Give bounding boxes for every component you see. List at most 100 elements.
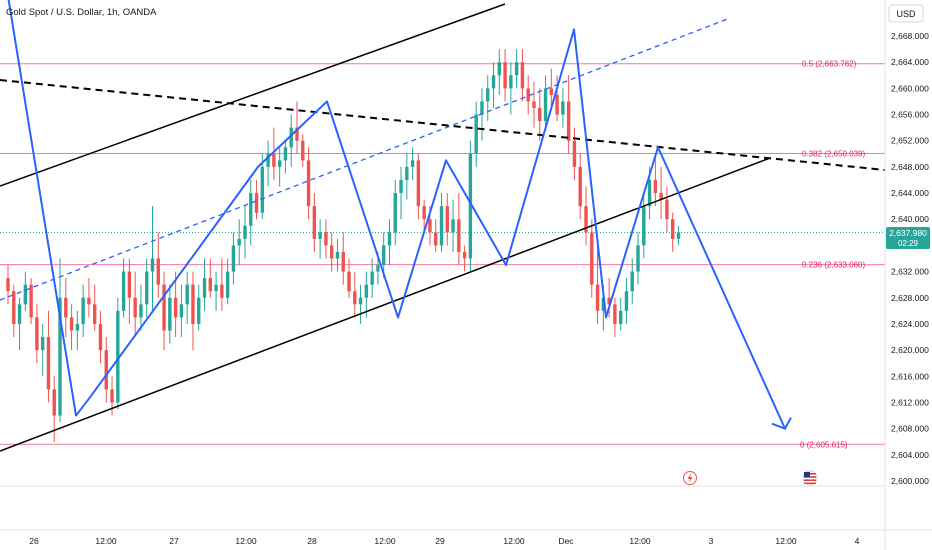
- candle-body[interactable]: [468, 153, 473, 259]
- candle-body[interactable]: [12, 291, 16, 324]
- candle-body[interactable]: [445, 206, 449, 233]
- candle-body[interactable]: [93, 304, 97, 324]
- candle-body[interactable]: [474, 114, 478, 154]
- candle-body[interactable]: [17, 304, 22, 324]
- candle-body[interactable]: [642, 206, 646, 246]
- candle-body[interactable]: [139, 304, 143, 318]
- candle-body[interactable]: [58, 297, 62, 416]
- candle-body[interactable]: [624, 291, 629, 311]
- candle-body[interactable]: [312, 206, 317, 239]
- candle-body[interactable]: [191, 284, 195, 324]
- candle-body[interactable]: [162, 284, 166, 331]
- candle-body[interactable]: [266, 153, 270, 167]
- candle-body[interactable]: [520, 62, 525, 89]
- candle-body[interactable]: [197, 297, 201, 324]
- candle-body[interactable]: [116, 310, 120, 403]
- candle-body[interactable]: [249, 193, 253, 226]
- candle-body[interactable]: [480, 101, 484, 115]
- candle-body[interactable]: [104, 350, 108, 390]
- candle-body[interactable]: [676, 232, 681, 239]
- candle-body[interactable]: [387, 232, 392, 246]
- candle-body[interactable]: [370, 271, 374, 285]
- candle-body[interactable]: [584, 206, 588, 233]
- candle-body[interactable]: [52, 389, 56, 416]
- candle-body[interactable]: [87, 297, 91, 305]
- candle-body[interactable]: [110, 389, 114, 403]
- candle-body[interactable]: [538, 107, 542, 122]
- candle-body[interactable]: [630, 271, 634, 292]
- candle-body[interactable]: [231, 245, 236, 272]
- candle-body[interactable]: [173, 297, 178, 318]
- candle-body[interactable]: [399, 179, 403, 194]
- candle-body[interactable]: [358, 297, 363, 305]
- dashed-blue-trendline[interactable]: [0, 17, 731, 301]
- candle-body[interactable]: [543, 88, 548, 122]
- candle-body[interactable]: [301, 140, 305, 161]
- candles[interactable]: [6, 49, 681, 442]
- candle-body[interactable]: [618, 310, 623, 324]
- candle-body[interactable]: [549, 88, 554, 95]
- candle-body[interactable]: [561, 101, 565, 115]
- candle-body[interactable]: [439, 206, 444, 246]
- candle-body[interactable]: [462, 251, 467, 259]
- zigzag-projection-path[interactable]: [6, 0, 786, 430]
- candle-body[interactable]: [260, 166, 265, 213]
- lower-channel-line[interactable]: [0, 157, 771, 452]
- candle-body[interactable]: [653, 179, 658, 194]
- candle-body[interactable]: [497, 62, 501, 76]
- candle-body[interactable]: [272, 153, 276, 167]
- candle-body[interactable]: [491, 75, 496, 89]
- candle-body[interactable]: [410, 160, 415, 167]
- candle-body[interactable]: [145, 271, 149, 305]
- candle-body[interactable]: [601, 297, 606, 311]
- candle-body[interactable]: [214, 284, 218, 292]
- lightning-icon[interactable]: [683, 471, 697, 485]
- candle-body[interactable]: [451, 219, 455, 233]
- candle-body[interactable]: [434, 232, 438, 246]
- candle-body[interactable]: [613, 304, 617, 324]
- candle-body[interactable]: [243, 225, 247, 239]
- descending-dashed-line[interactable]: [0, 79, 886, 171]
- currency-button[interactable]: USD: [888, 4, 924, 23]
- candle-body[interactable]: [578, 166, 582, 207]
- candle-body[interactable]: [659, 193, 663, 200]
- candle-body[interactable]: [566, 101, 571, 141]
- candle-body[interactable]: [514, 62, 519, 76]
- candle-body[interactable]: [208, 278, 212, 292]
- candle-body[interactable]: [335, 251, 340, 259]
- candle-body[interactable]: [237, 238, 241, 246]
- us-flag-icon[interactable]: [802, 470, 818, 486]
- candle-body[interactable]: [393, 193, 397, 233]
- candle-body[interactable]: [75, 323, 80, 331]
- candle-body[interactable]: [306, 160, 311, 207]
- candle-body[interactable]: [405, 166, 409, 180]
- candle-body[interactable]: [289, 127, 293, 148]
- candle-body[interactable]: [121, 271, 126, 311]
- candle-body[interactable]: [35, 317, 39, 351]
- candle-body[interactable]: [364, 284, 369, 298]
- candle-body[interactable]: [277, 160, 282, 167]
- candle-body[interactable]: [6, 278, 10, 292]
- candle-body[interactable]: [526, 88, 530, 102]
- candle-body[interactable]: [23, 284, 28, 305]
- candle-body[interactable]: [98, 323, 103, 351]
- candle-body[interactable]: [185, 284, 189, 305]
- upper-channel-line[interactable]: [0, 3, 506, 187]
- candle-body[interactable]: [225, 271, 230, 298]
- candle-body[interactable]: [127, 271, 132, 298]
- candle-body[interactable]: [590, 232, 594, 285]
- candle-body[interactable]: [457, 219, 461, 252]
- candle-body[interactable]: [133, 297, 137, 318]
- candle-body[interactable]: [595, 284, 600, 311]
- drawing-tools[interactable]: [0, 0, 886, 452]
- candle-body[interactable]: [295, 127, 299, 141]
- candle-body[interactable]: [168, 297, 172, 331]
- candle-body[interactable]: [382, 245, 386, 266]
- candle-body[interactable]: [376, 265, 380, 272]
- time-axis[interactable]: 26 12:00 27 12:00 28 12:00 29 12:00 Dec 12:00 3 12:…: [29, 536, 859, 546]
- candle-body[interactable]: [283, 147, 288, 161]
- candle-body[interactable]: [29, 284, 33, 318]
- candle-body[interactable]: [318, 232, 322, 239]
